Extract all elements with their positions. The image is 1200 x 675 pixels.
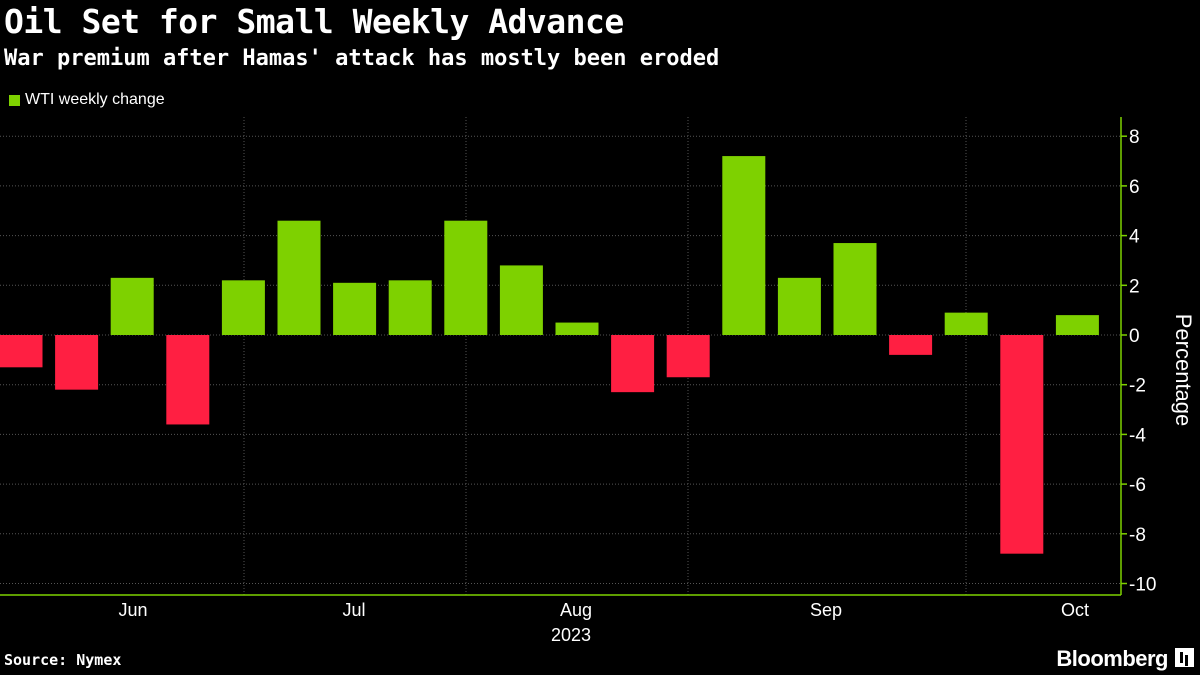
- bar: [944, 312, 988, 335]
- bar: [221, 280, 265, 335]
- y-axis: 8 6 4 2 0 -2 -4 -6 -8 -10: [0, 117, 1156, 596]
- bar: [1000, 335, 1044, 554]
- bar: [777, 277, 821, 335]
- bar: [444, 220, 488, 335]
- bloomberg-logo: Bloomberg: [1056, 646, 1168, 671]
- y-tick-label: 6: [1129, 177, 1140, 198]
- x-tick-label: Aug: [560, 600, 592, 620]
- bloomberg-chart-icon: [1175, 648, 1194, 667]
- y-tick-label: -4: [1129, 425, 1146, 446]
- y-tick-label: -8: [1129, 525, 1146, 546]
- bar: [388, 280, 432, 335]
- bar: [611, 335, 655, 393]
- x-tick-label: Sep: [810, 600, 842, 620]
- y-tick-label: -6: [1129, 475, 1146, 496]
- bar: [1055, 315, 1099, 335]
- bar: [666, 335, 710, 378]
- x-axis-year-label: 2023: [551, 625, 591, 645]
- y-tick-label: -2: [1129, 376, 1146, 397]
- bar: [722, 156, 766, 335]
- bars: [0, 156, 1099, 554]
- y-tick-label: 4: [1129, 227, 1140, 248]
- source-note: Source: Nymex: [4, 651, 122, 669]
- x-tick-label: Jul: [342, 600, 365, 620]
- y-tick-label: -10: [1129, 575, 1156, 596]
- legend-swatch: [9, 94, 20, 106]
- bar: [555, 322, 599, 335]
- y-tick-label: 8: [1129, 127, 1140, 148]
- x-axis-labels: Jun Jul Aug Sep Oct: [118, 600, 1089, 620]
- bar: [333, 282, 377, 335]
- legend-label: WTI weekly change: [25, 91, 165, 108]
- y-tick-label: 2: [1129, 276, 1140, 297]
- x-tick-label: Jun: [118, 600, 147, 620]
- bar: [166, 335, 210, 425]
- x-tick-label: Oct: [1061, 600, 1089, 620]
- legend: WTI weekly change: [9, 91, 165, 109]
- bar: [55, 335, 99, 390]
- chart-title: Oil Set for Small Weekly Advance: [4, 2, 624, 41]
- bar: [0, 335, 43, 368]
- bar: [889, 335, 933, 355]
- bar: [833, 243, 877, 335]
- y-axis-title: Percentage: [1171, 314, 1196, 427]
- bar: [110, 277, 154, 335]
- bar: [499, 265, 543, 335]
- y-tick-label: 0: [1129, 326, 1140, 347]
- bar: [277, 220, 321, 335]
- chart-subtitle: War premium after Hamas' attack has most…: [4, 46, 720, 71]
